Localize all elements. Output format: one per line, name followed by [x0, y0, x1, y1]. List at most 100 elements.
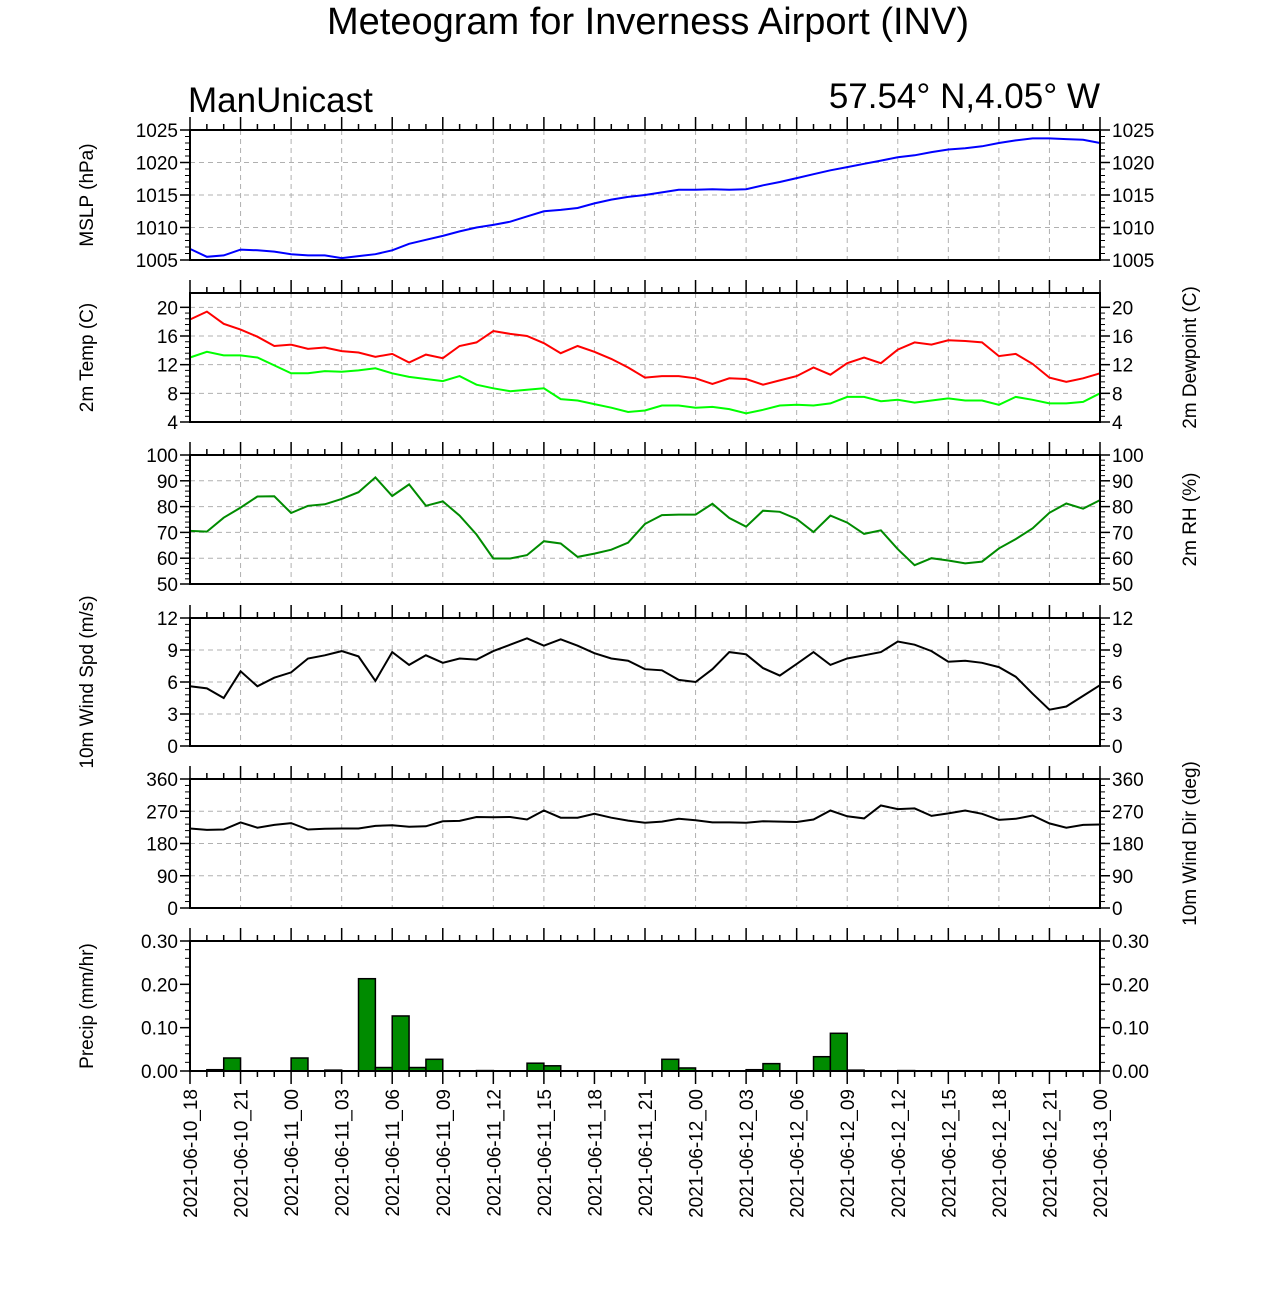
- x-tick-label: 2021-06-12_12: [889, 1089, 910, 1218]
- y-tick-label: 360: [1112, 770, 1144, 791]
- panel-mslp: 1005 1005 1010 1010 1015 1015 1020 1020 1025 1025…: [77, 117, 1154, 272]
- x-tick-label: 2021-06-11_00: [282, 1089, 303, 1216]
- y-tick-label: 12: [1112, 609, 1133, 630]
- y-tick-label: 1015: [136, 186, 178, 207]
- precip-bar: [222, 1057, 242, 1072]
- y-tick-label: 12: [1112, 356, 1133, 377]
- y-tick-label: 6: [167, 673, 178, 694]
- y-tick-label: 0.10: [1112, 1019, 1149, 1040]
- temp-series-line: [189, 350, 1101, 415]
- temp-series-line: [189, 310, 1101, 386]
- rh-series-line: [189, 475, 1101, 567]
- y-tick-label: 0: [167, 899, 178, 920]
- wspd-series-line: [189, 637, 1101, 711]
- y-tick-label: 90: [1112, 867, 1133, 888]
- y-tick-label: 80: [157, 498, 178, 519]
- y-tick-label: 3: [167, 705, 178, 726]
- y-tick-label: 9: [1112, 641, 1123, 662]
- x-tick-label: 2021-06-11_12: [484, 1089, 505, 1216]
- y-tick-label: 3: [1112, 705, 1123, 726]
- meteogram-panels: 1005 1005 1010 1010 1015 1015 1020 1020 1025 1025…: [77, 117, 1201, 1084]
- x-tick-label: 2021-06-12_00: [687, 1089, 708, 1218]
- y-tick-label: 0: [167, 737, 178, 758]
- precip-bar: [391, 1015, 410, 1072]
- y-tick-label: 70: [157, 523, 178, 544]
- wdir-series-line: [189, 804, 1101, 831]
- precip-bar: [357, 977, 377, 1072]
- panel-frame: [189, 940, 1101, 1072]
- y-tick-label: 60: [1112, 549, 1133, 570]
- y-axis-title: MSLP (hPa): [77, 143, 98, 246]
- y-tick-label: 1005: [136, 251, 178, 272]
- y-tick-label: 16: [157, 327, 178, 348]
- y-tick-label: 270: [1112, 802, 1144, 823]
- y-tick-label: 90: [157, 472, 178, 493]
- y-tick-label: 12: [157, 609, 178, 630]
- y-tick-label: 8: [1112, 384, 1123, 405]
- y-tick-label: 90: [1112, 472, 1133, 493]
- y-tick-label: 60: [157, 549, 178, 570]
- y-tick-label: 8: [167, 384, 178, 405]
- precip-bar: [812, 1055, 832, 1072]
- y-tick-label: 0.20: [141, 975, 178, 996]
- y-axis-title: 10m Wind Spd (m/s): [77, 595, 98, 768]
- y-tick-label: 80: [1112, 498, 1133, 519]
- y-tick-label: 0: [1112, 899, 1123, 920]
- y-tick-label: 180: [1112, 835, 1144, 856]
- location-coordinates: 57.54° N,4.05° W: [829, 77, 1100, 116]
- y-tick-label: 180: [146, 835, 178, 856]
- y-tick-label: 100: [1112, 446, 1144, 467]
- x-tick-label: 2021-06-12_06: [788, 1089, 809, 1218]
- y-tick-label: 90: [157, 867, 178, 888]
- y-axis-title-right: 10m Wind Dir (deg): [1180, 761, 1201, 926]
- y-tick-label: 1020: [1112, 154, 1154, 175]
- y-tick-label: 0.10: [141, 1019, 178, 1040]
- y-tick-label: 4: [167, 413, 178, 434]
- y-tick-label: 50: [157, 575, 178, 596]
- y-tick-label: 1015: [1112, 186, 1154, 207]
- y-tick-label: 100: [146, 446, 178, 467]
- x-tick-label: 2021-06-11_18: [585, 1089, 606, 1216]
- x-tick-label: 2021-06-12_21: [1040, 1089, 1061, 1218]
- y-tick-label: 20: [1112, 298, 1133, 319]
- x-tick-label: 2021-06-12_18: [990, 1089, 1011, 1218]
- x-tick-label: 2021-06-12_03: [737, 1089, 758, 1218]
- x-tick-label: 2021-06-12_15: [939, 1089, 960, 1218]
- time-axis: 2021-06-10_18 2021-06-10_21 2021-06-11_00 2…: [181, 1089, 1112, 1218]
- y-axis-title: Precip (mm/hr): [77, 943, 98, 1069]
- y-tick-label: 1010: [136, 219, 178, 240]
- panel-wspd: 0 0 3 3 6 6 9 9 12 12 10m Wind Spd (m/s): [77, 595, 1133, 768]
- y-tick-label: 0.30: [1112, 932, 1149, 953]
- x-tick-label: 2021-06-13_00: [1091, 1089, 1112, 1218]
- y-tick-label: 4: [1112, 413, 1123, 434]
- y-axis-title-right: 2m RH (%): [1180, 473, 1201, 567]
- precip-bar: [290, 1057, 309, 1072]
- y-tick-label: 6: [1112, 673, 1123, 694]
- y-tick-label: 12: [157, 356, 178, 377]
- panel-wdir: 0 0 90 90 180 180 270 270 360 360 10m Wind Dir (de…: [146, 761, 1201, 926]
- x-tick-label: 2021-06-11_03: [333, 1089, 354, 1216]
- panel-temp: 4 4 8 8 12 12 16 16 20 20 2m Temp (C) 2m Dewpoint (…: [77, 280, 1201, 434]
- y-tick-label: 270: [146, 802, 178, 823]
- x-tick-label: 2021-06-11_15: [535, 1089, 556, 1216]
- panel-precip: 0.00 0.00 0.10 0.10 0.20 0.20 0.30 0.30 Precip (…: [77, 928, 1149, 1084]
- x-tick-label: 2021-06-12_09: [838, 1089, 859, 1218]
- panel-rh: 50 50 60 60 70 70 80 80 90 90 100 100 2m RH (%): [146, 442, 1201, 596]
- y-axis-title: 2m Temp (C): [77, 303, 98, 412]
- y-tick-label: 360: [146, 770, 178, 791]
- precip-bar: [425, 1058, 444, 1072]
- y-tick-label: 16: [1112, 327, 1133, 348]
- x-tick-label: 2021-06-10_21: [232, 1089, 253, 1218]
- y-tick-label: 0: [1112, 737, 1123, 758]
- y-axis-title-right: 2m Dewpoint (C): [1180, 286, 1201, 429]
- precip-bar: [526, 1062, 545, 1072]
- precip-bar: [762, 1062, 781, 1072]
- x-tick-label: 2021-06-10_18: [181, 1089, 202, 1218]
- y-tick-label: 50: [1112, 575, 1133, 596]
- y-tick-label: 1010: [1112, 219, 1154, 240]
- model-name: ManUnicast: [188, 81, 373, 120]
- y-tick-label: 1020: [136, 154, 178, 175]
- y-tick-label: 1005: [1112, 251, 1154, 272]
- x-tick-label: 2021-06-11_06: [383, 1089, 404, 1216]
- precip-bar: [661, 1058, 680, 1072]
